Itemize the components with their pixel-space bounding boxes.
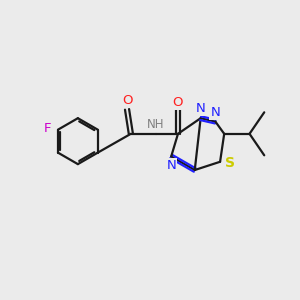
Text: N: N [196,102,206,115]
Text: O: O [122,94,132,107]
Text: S: S [224,156,235,170]
Text: NH: NH [147,118,165,131]
Text: O: O [173,95,183,109]
Text: N: N [211,106,220,119]
Text: N: N [166,159,176,172]
Text: F: F [44,122,51,135]
